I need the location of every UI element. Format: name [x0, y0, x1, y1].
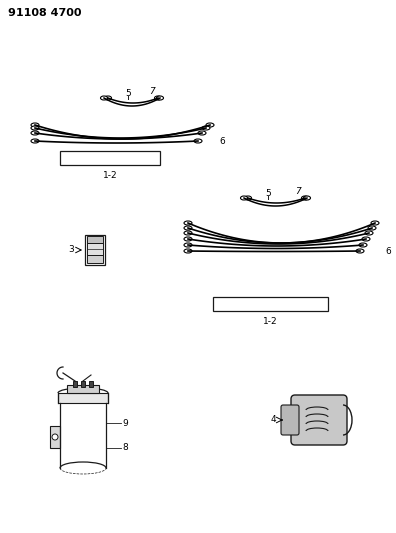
Ellipse shape: [356, 249, 364, 253]
Ellipse shape: [362, 237, 370, 241]
Ellipse shape: [184, 243, 192, 247]
Ellipse shape: [202, 126, 210, 130]
Text: 7: 7: [149, 87, 155, 96]
Text: 4: 4: [270, 416, 276, 424]
Ellipse shape: [31, 126, 39, 130]
Bar: [87, 255, 103, 263]
Text: 7: 7: [295, 188, 301, 197]
Ellipse shape: [244, 196, 251, 200]
Ellipse shape: [184, 226, 192, 230]
Ellipse shape: [198, 131, 206, 135]
Text: 9: 9: [122, 418, 128, 427]
Ellipse shape: [368, 226, 376, 230]
Text: 5: 5: [265, 189, 271, 198]
FancyBboxPatch shape: [85, 235, 105, 265]
Ellipse shape: [31, 139, 39, 143]
Ellipse shape: [184, 237, 192, 241]
Text: 1-2: 1-2: [263, 317, 278, 326]
Bar: [89, 381, 93, 387]
Bar: [73, 381, 77, 387]
Ellipse shape: [105, 96, 112, 100]
Ellipse shape: [301, 196, 308, 200]
Ellipse shape: [359, 243, 367, 247]
FancyBboxPatch shape: [281, 405, 299, 435]
Bar: [67, 385, 99, 393]
Text: 6: 6: [219, 136, 225, 146]
Ellipse shape: [31, 123, 39, 127]
FancyBboxPatch shape: [291, 395, 347, 445]
Ellipse shape: [184, 221, 192, 225]
Bar: [58, 393, 108, 403]
Text: 5: 5: [125, 88, 131, 98]
Text: 8: 8: [122, 443, 128, 453]
Ellipse shape: [206, 123, 214, 127]
Ellipse shape: [101, 96, 107, 100]
Bar: [87, 243, 103, 255]
FancyBboxPatch shape: [50, 426, 60, 448]
Ellipse shape: [194, 139, 202, 143]
Ellipse shape: [240, 196, 248, 200]
Ellipse shape: [31, 131, 39, 135]
Ellipse shape: [156, 96, 164, 100]
Ellipse shape: [184, 249, 192, 253]
Ellipse shape: [365, 231, 373, 235]
Ellipse shape: [371, 221, 379, 225]
Ellipse shape: [303, 196, 310, 200]
Text: 1-2: 1-2: [103, 171, 117, 180]
Text: 6: 6: [385, 246, 391, 255]
Circle shape: [52, 434, 58, 440]
Ellipse shape: [184, 231, 192, 235]
Ellipse shape: [154, 96, 162, 100]
Text: 3: 3: [68, 246, 74, 254]
Bar: [213, 297, 328, 311]
Text: 91108 4700: 91108 4700: [8, 8, 82, 18]
Bar: [81, 381, 85, 387]
Bar: [87, 236, 103, 243]
Bar: [60, 151, 160, 165]
